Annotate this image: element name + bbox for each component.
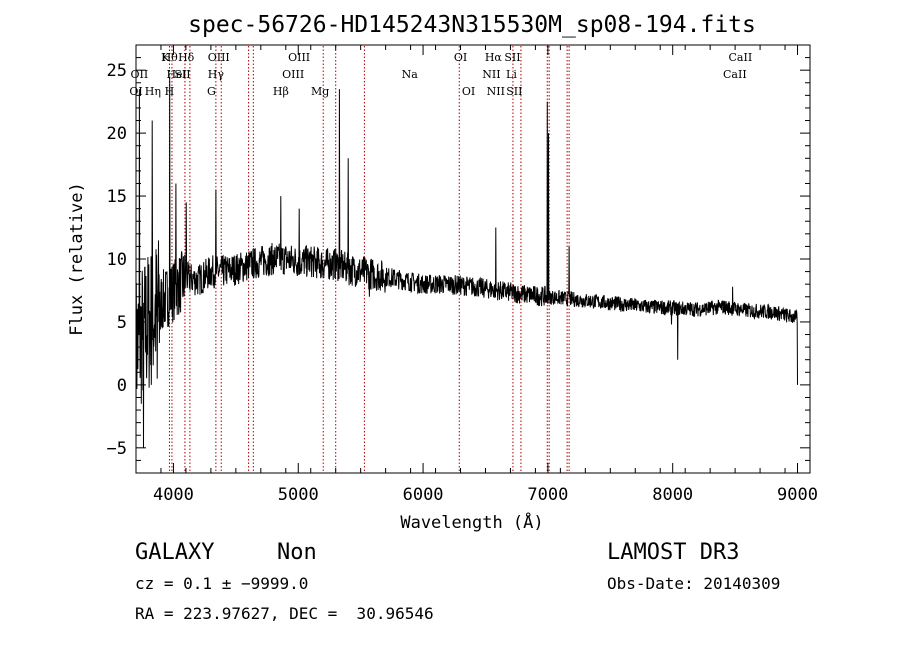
y-tick-label: 10 bbox=[107, 250, 127, 270]
y-tick-label: 25 bbox=[107, 61, 127, 81]
line-label: NII bbox=[482, 68, 500, 81]
line-label: Hα bbox=[485, 51, 503, 64]
line-label: OII bbox=[131, 68, 149, 81]
line-label: OIII bbox=[282, 68, 304, 81]
line-label: OI bbox=[454, 51, 467, 64]
survey-name: LAMOST DR3 bbox=[607, 540, 740, 565]
line-label: SII bbox=[174, 68, 190, 81]
y-tick-label: 0 bbox=[117, 376, 127, 396]
line-label: G bbox=[207, 85, 216, 98]
x-tick-label: 8000 bbox=[652, 485, 693, 505]
y-tick-label: 20 bbox=[107, 124, 127, 144]
line-label: Hθ bbox=[162, 51, 179, 64]
y-axis-label: Flux (relative) bbox=[67, 182, 87, 336]
x-tick-label: 9000 bbox=[777, 485, 818, 505]
y-tick-label: 5 bbox=[117, 313, 127, 333]
x-tick-label: 6000 bbox=[403, 485, 444, 505]
line-label: Mg bbox=[311, 85, 329, 98]
line-label: OIII bbox=[208, 51, 230, 64]
object-subclass: Non bbox=[277, 540, 317, 565]
line-label: CaII bbox=[723, 68, 747, 81]
y-tick-label: 15 bbox=[107, 187, 127, 207]
spectrum-line bbox=[135, 76, 798, 448]
line-label: Na bbox=[402, 68, 419, 81]
line-label: NII bbox=[487, 85, 505, 98]
line-label: Hη bbox=[145, 85, 161, 98]
sky-coordinates: RA = 223.97627, DEC = 30.96546 bbox=[135, 604, 434, 623]
line-label: OIII bbox=[288, 51, 310, 64]
line-label: Li bbox=[506, 68, 517, 81]
spectrum-chart: spec-56726-HD145243N315530M_sp08-194.fit… bbox=[67, 12, 818, 533]
line-label: Hβ bbox=[273, 85, 289, 98]
line-label: SII bbox=[504, 51, 520, 64]
line-label: CaII bbox=[729, 51, 753, 64]
line-label: K bbox=[161, 51, 170, 64]
redshift-readout: cz = 0.1 ± −9999.0 bbox=[135, 574, 309, 593]
x-tick-label: 4000 bbox=[153, 485, 194, 505]
line-label: Hδ bbox=[178, 51, 195, 64]
x-axis-label: Wavelength (Å) bbox=[400, 511, 543, 533]
chart-title: spec-56726-HD145243N315530M_sp08-194.fit… bbox=[188, 12, 756, 38]
line-label: Hγ bbox=[208, 68, 225, 81]
emission-line-markers bbox=[168, 46, 570, 472]
y-tick-label: −5 bbox=[107, 439, 127, 459]
line-label: OI bbox=[462, 85, 475, 98]
object-class: GALAXY bbox=[135, 540, 215, 565]
x-tick-label: 5000 bbox=[278, 485, 319, 505]
line-label: HeI bbox=[166, 68, 186, 81]
line-label: SII bbox=[506, 85, 522, 98]
observation-date: Obs-Date: 20140309 bbox=[607, 574, 781, 593]
x-tick-label: 7000 bbox=[527, 485, 568, 505]
x-axis: 4000 5000 6000 7000 8000 9000 bbox=[135, 45, 818, 505]
y-axis: −5 0 5 10 15 20 25 bbox=[107, 57, 810, 461]
